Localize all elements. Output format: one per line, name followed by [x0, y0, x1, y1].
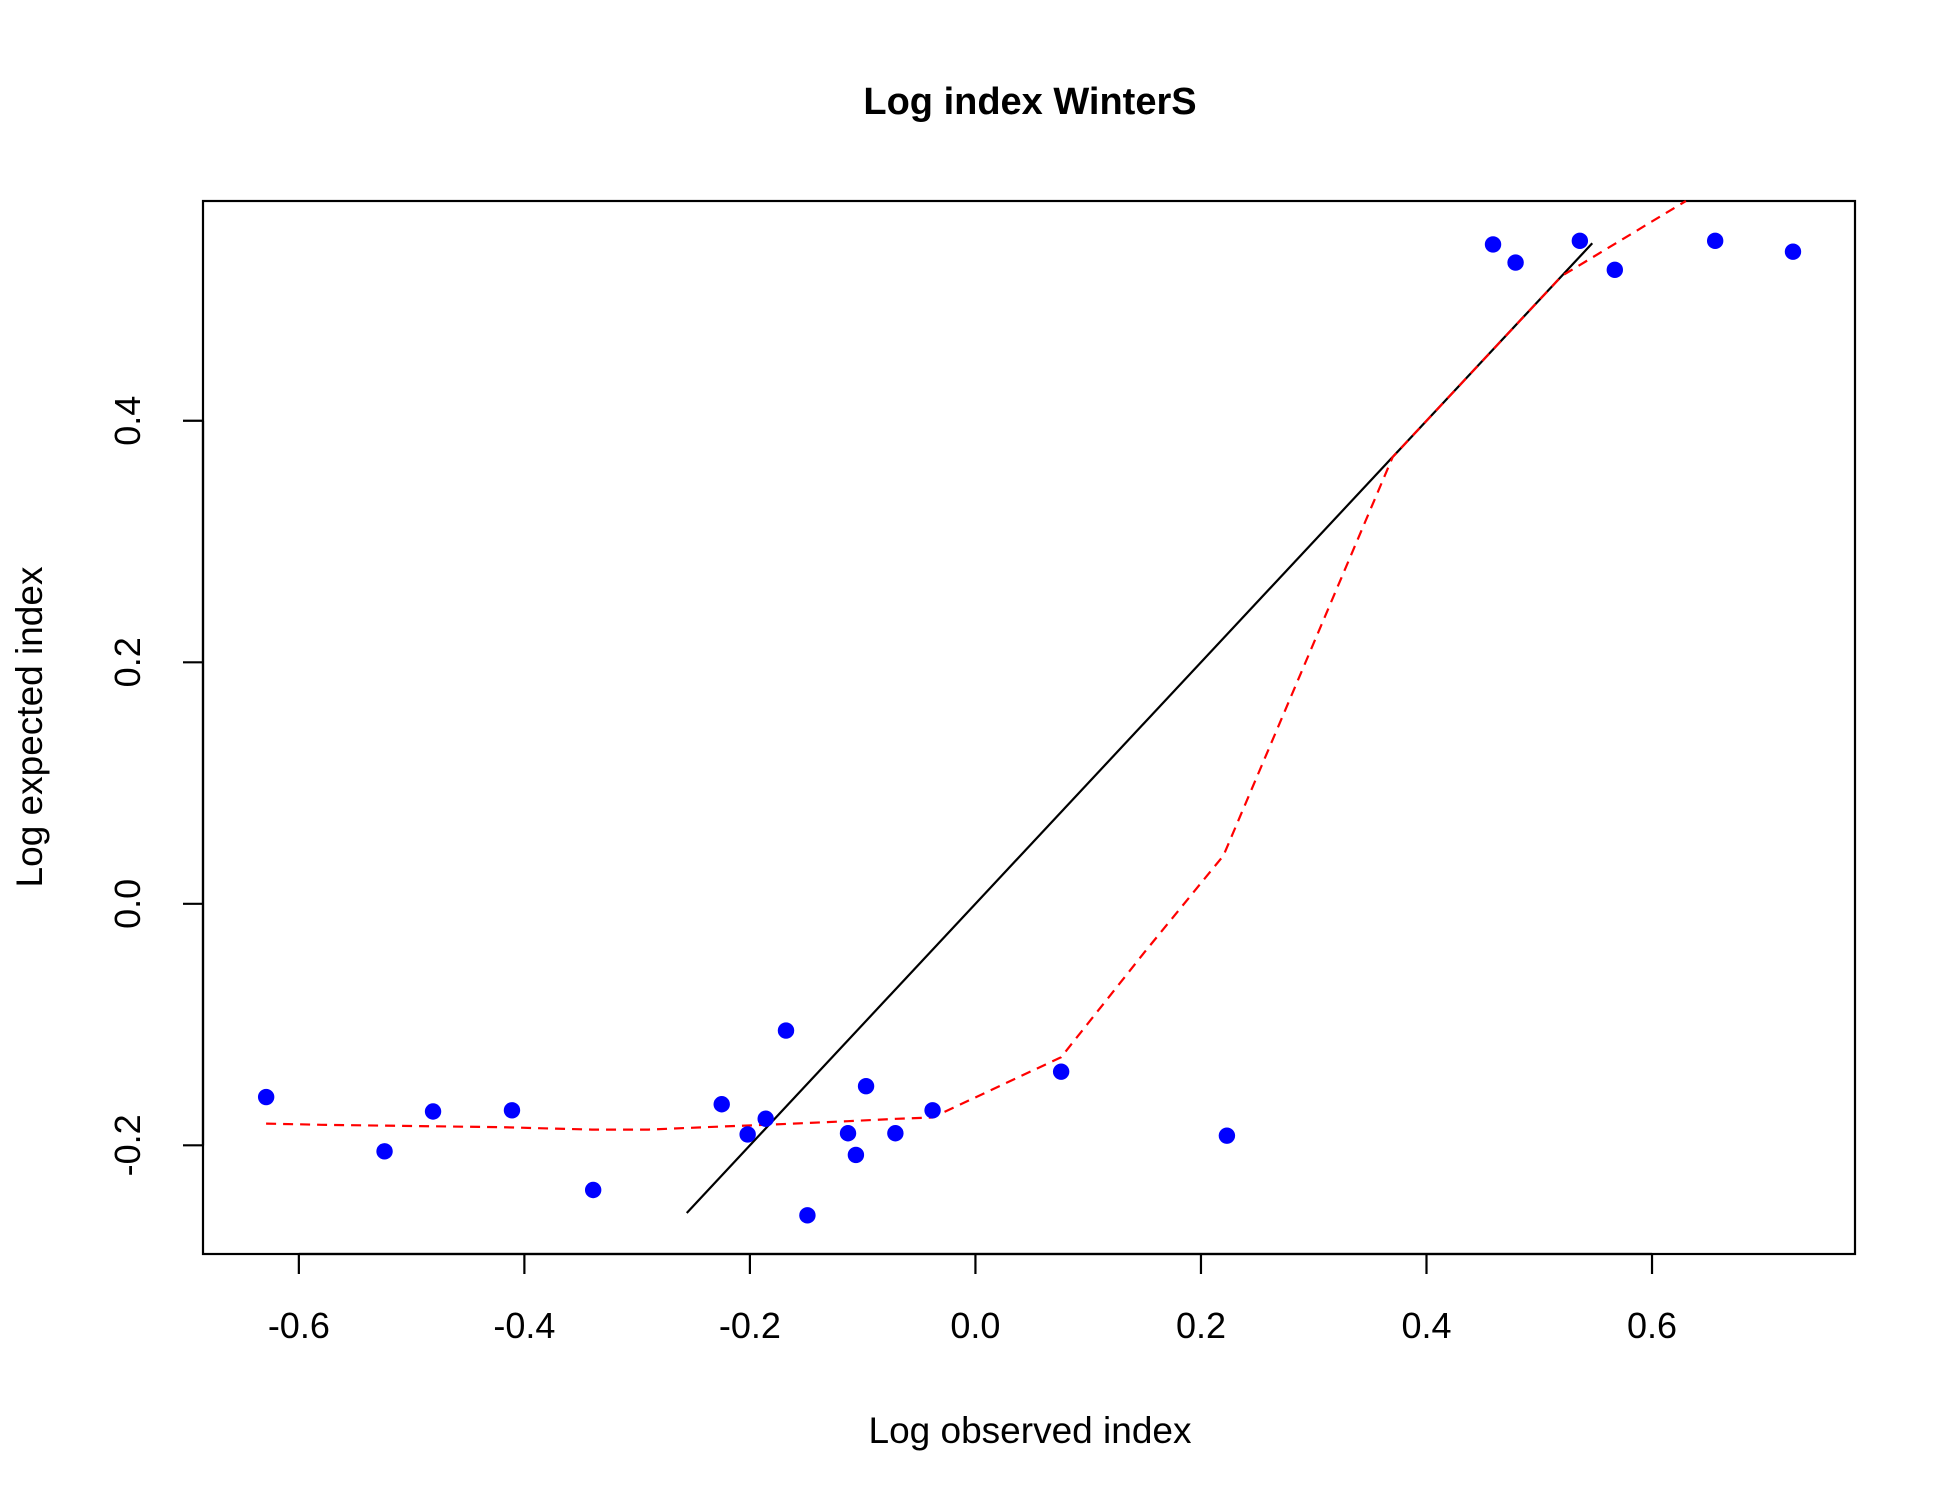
data-point	[376, 1143, 393, 1160]
data-point	[1507, 254, 1524, 271]
data-point	[924, 1102, 941, 1119]
smooth-line	[266, 200, 1687, 1131]
data-point	[887, 1125, 904, 1142]
data-point	[857, 1077, 875, 1095]
data-point	[584, 1181, 602, 1199]
x-axis-label: Log observed index	[869, 1410, 1192, 1451]
data-point	[799, 1207, 816, 1224]
data-point	[1218, 1127, 1236, 1144]
y-tick-label: 0.2	[107, 637, 148, 687]
data-point	[847, 1146, 865, 1164]
x-tick-label: -0.6	[268, 1305, 330, 1346]
identity-line	[685, 242, 1594, 1214]
data-point	[757, 1110, 774, 1127]
data-point	[1706, 232, 1724, 250]
data-point	[1052, 1063, 1070, 1080]
data-point	[713, 1096, 730, 1113]
identity-line-layer	[685, 242, 1594, 1214]
x-tick-label: 0.6	[1627, 1305, 1677, 1346]
y-tick-label: 0.4	[107, 396, 148, 446]
data-point	[1484, 236, 1502, 253]
data-point	[839, 1125, 857, 1142]
data-point	[739, 1126, 756, 1143]
y-axis-label: Log expected index	[9, 566, 50, 887]
x-tick-label: 0.4	[1401, 1305, 1451, 1346]
x-tick-label: 0.2	[1176, 1305, 1226, 1346]
data-point	[257, 1088, 275, 1106]
x-axis: -0.6 -0.4 -0.2 0.0 0.2 0.4 0.6	[268, 1252, 1677, 1346]
points-layer	[257, 232, 1802, 1224]
y-tick-label: -0.2	[107, 1114, 148, 1176]
data-point	[1571, 232, 1589, 250]
y-tick-label: 0.0	[107, 879, 148, 929]
data-point	[503, 1102, 521, 1119]
data-point	[424, 1103, 442, 1120]
x-tick-label: 0.0	[950, 1305, 1000, 1346]
x-tick-label: -0.2	[719, 1305, 781, 1346]
data-point	[1784, 243, 1802, 260]
chart-title: Log index WinterS	[863, 81, 1196, 123]
plot-frame	[201, 199, 1857, 1256]
smooth-line-layer	[266, 200, 1687, 1131]
x-tick-label: -0.4	[493, 1305, 555, 1346]
y-axis: -0.2 0.0 0.2 0.4	[107, 396, 205, 1176]
data-point	[1606, 261, 1624, 279]
data-point	[777, 1022, 795, 1039]
